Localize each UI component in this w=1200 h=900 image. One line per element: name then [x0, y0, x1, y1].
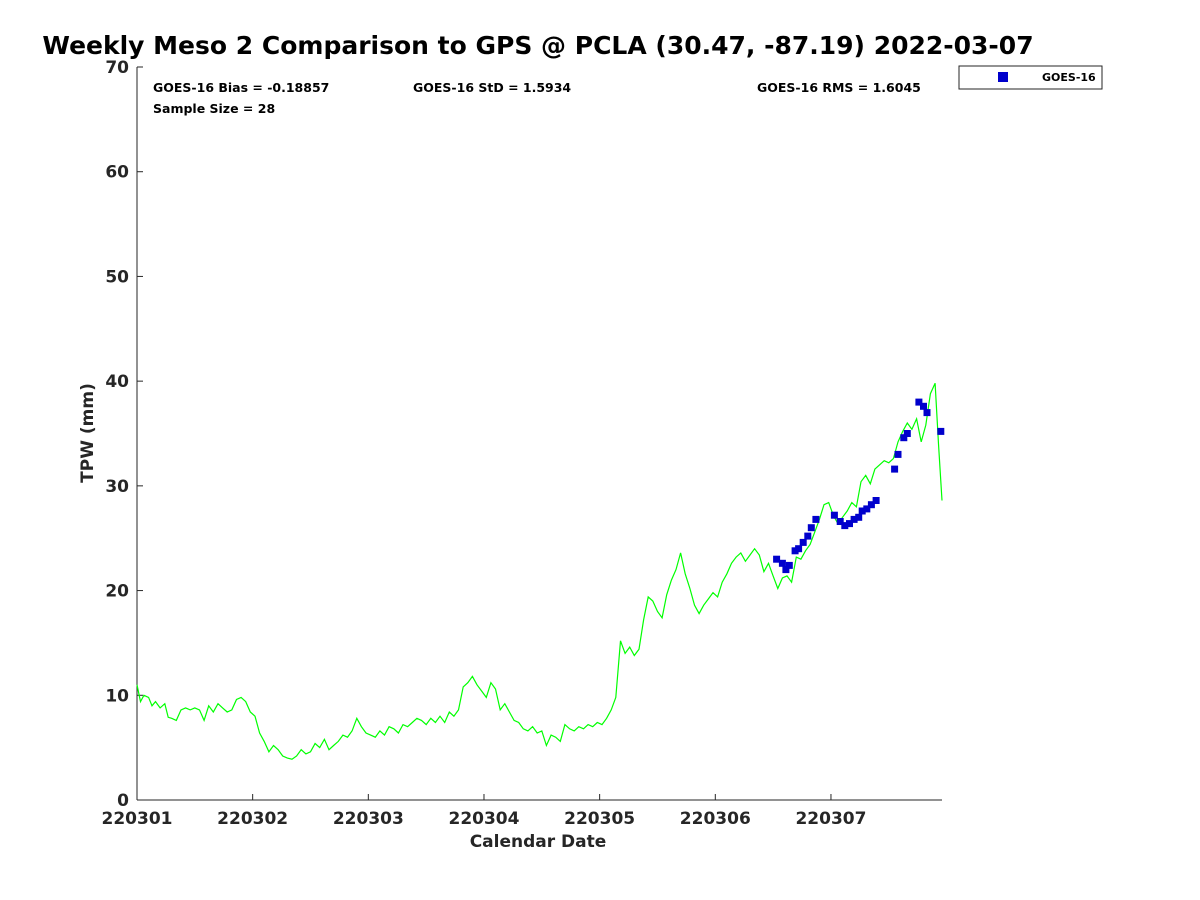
goes-16-point [850, 515, 858, 523]
goes-16-point [920, 402, 927, 410]
goes-16-point [836, 518, 844, 525]
x-tick-label: 220305 [564, 809, 635, 829]
stat-rms: GOES-16 RMS = 1.6045 [757, 80, 921, 95]
legend: GOES-16 [958, 65, 1103, 90]
goes-16-point [795, 545, 803, 553]
goes-16-point [812, 515, 820, 523]
x-tick-label: 220304 [448, 809, 519, 829]
goes-16-point [778, 559, 786, 567]
stat-std: GOES-16 StD = 1.5934 [413, 80, 571, 95]
y-tick-label: 0 [117, 791, 129, 811]
x-tick-label: 220302 [217, 809, 288, 829]
legend-marker-goes-16 [998, 72, 1008, 82]
y-tick-label: 10 [105, 686, 129, 706]
goes-16-point [867, 501, 875, 509]
plot-background [137, 67, 942, 800]
goes-16-point [891, 465, 899, 473]
goes-16-point [900, 434, 908, 442]
goes-16-point [915, 398, 923, 406]
x-tick-label: 220303 [333, 809, 404, 829]
goes-16-point [903, 430, 911, 437]
goes-16-point [937, 427, 945, 435]
y-tick-label: 30 [105, 477, 129, 497]
series-layer [136, 382, 945, 760]
x-tick-label: 220306 [680, 809, 751, 829]
plot-area [136, 67, 942, 801]
y-tick-label: 20 [105, 582, 129, 602]
y-axis-label: TPW (mm) [78, 383, 98, 483]
y-ticks: 0 10 20 30 40 50 60 70 [105, 58, 143, 811]
x-axis-label: Calendar Date [470, 832, 607, 852]
goes-16-point [799, 538, 807, 546]
goes-16-point [841, 522, 849, 530]
goes-16-point [782, 566, 790, 574]
goes-16-point [773, 555, 781, 563]
legend-entry-goes-16: GOES-16 [1042, 71, 1096, 84]
goes-16-point [804, 532, 812, 540]
goes-16-point [872, 497, 880, 504]
x-ticks: 220301 220302 220303 220304 220305 220306 2203… [102, 794, 866, 829]
goes-16-point [846, 520, 853, 528]
goes-16-point [894, 450, 902, 458]
x-tick-label: 220301 [102, 809, 173, 829]
y-tick-label: 60 [105, 163, 129, 183]
legend-box [958, 65, 1103, 90]
gps-series-line [136, 382, 943, 760]
goes-16-point [807, 524, 815, 532]
y-tick-label: 50 [105, 267, 129, 287]
y-tick-label: 40 [105, 372, 129, 392]
goes-16-point [923, 409, 931, 417]
chart-title: Weekly Meso 2 Comparison to GPS @ PCLA (… [42, 31, 1033, 60]
goes-16-point [785, 561, 793, 569]
y-tick-label: 70 [105, 58, 129, 78]
x-tick-label: 220307 [795, 809, 866, 829]
stat-sample-size: Sample Size = 28 [153, 101, 275, 116]
goes-16-point [863, 505, 871, 513]
stat-bias: GOES-16 Bias = -0.18857 [153, 80, 329, 95]
goes-16-point [858, 507, 866, 515]
goes-16-point [830, 511, 838, 519]
goes-16-point [855, 513, 863, 521]
